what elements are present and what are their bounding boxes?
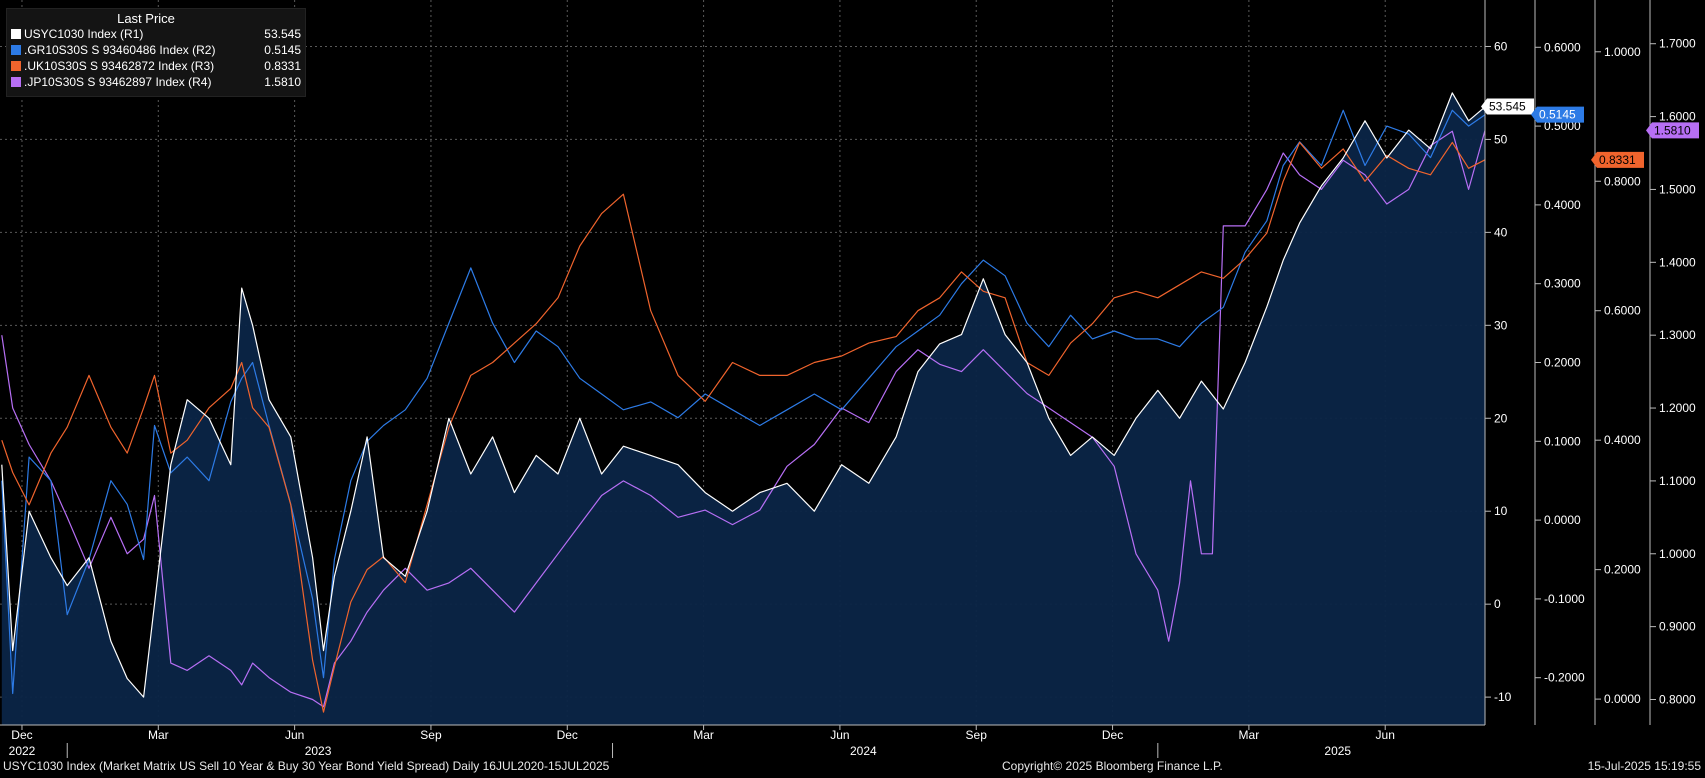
axis-tick-label-r1: 20 (1494, 411, 1508, 425)
last-value-badge-r4 (1646, 122, 1699, 139)
x-year-label: 2022 (9, 744, 36, 758)
axis-tick-label-r3: 0.8000 (1604, 174, 1641, 188)
series-line-r2 (1, 109, 1486, 695)
axis-tick-label-r1: 0 (1494, 597, 1501, 611)
x-month-label: Jun (285, 728, 304, 742)
last-value-badge-text-r4: 1.5810 (1654, 123, 1691, 137)
axis-tick-label-r3: 1.0000 (1604, 45, 1641, 59)
legend-swatch (11, 77, 21, 87)
last-value-badge-text-r3: 0.8331 (1599, 153, 1636, 167)
axis-tick-label-r1: 50 (1494, 132, 1508, 146)
x-month-label: Mar (693, 728, 714, 742)
series-line-r1 (1, 92, 1486, 698)
footer-copyright: Copyright© 2025 Bloomberg Finance L.P. (1002, 759, 1223, 773)
axis-tick-label-r1: 30 (1494, 318, 1508, 332)
last-value-badge-r1 (1481, 98, 1534, 115)
x-month-label: Mar (148, 728, 169, 742)
x-month-label: Dec (1102, 728, 1123, 742)
x-month-label: Dec (557, 728, 578, 742)
legend: Last Price USYC1030 Index (R1) 53.545 .G… (6, 8, 306, 97)
legend-header: Last Price (117, 11, 175, 26)
axis-tick-label-r1: -10 (1494, 690, 1512, 704)
axis-tick-label-r2: -0.2000 (1544, 671, 1585, 685)
x-month-label: Mar (1239, 728, 1260, 742)
axis-tick-label-r2: 0.6000 (1544, 40, 1581, 54)
series-line-r4 (1, 130, 1486, 708)
axis-tick-label-r4: 0.9000 (1659, 620, 1696, 634)
last-value-badge-r2 (1531, 106, 1584, 123)
x-month-label: Jun (1376, 728, 1395, 742)
x-month-label: Sep (966, 728, 988, 742)
legend-swatch (11, 29, 21, 39)
axis-tick-label-r4: 1.6000 (1659, 110, 1696, 124)
last-value-badge-text-r2: 0.5145 (1539, 108, 1576, 122)
axis-tick-label-r4: 1.4000 (1659, 255, 1696, 269)
x-year-label: 2023 (305, 744, 332, 758)
x-year-label: 2024 (850, 744, 877, 758)
axis-tick-label-r2: -0.1000 (1544, 592, 1585, 606)
axis-tick-label-r4: 1.0000 (1659, 547, 1696, 561)
x-month-label: Jun (830, 728, 849, 742)
axis-tick-label-r1: 60 (1494, 39, 1508, 53)
x-year-label: 2025 (1324, 744, 1351, 758)
axis-tick-label-r2: 0.4000 (1544, 198, 1581, 212)
axis-tick-label-r2: 0.2000 (1544, 356, 1581, 370)
axis-tick-label-r4: 1.1000 (1659, 474, 1696, 488)
x-month-label: Sep (420, 728, 442, 742)
axis-tick-label-r4: 1.5000 (1659, 182, 1696, 196)
footer-description: USYC1030 Index (Market Matrix US Sell 10… (3, 759, 610, 773)
x-month-label: Dec (11, 728, 32, 742)
axis-tick-label-r4: 0.8000 (1659, 692, 1696, 706)
legend-entry-r2: .GR10S30S S 93460486 Index (R2) 0.5145 (11, 42, 301, 58)
legend-swatch (11, 61, 21, 71)
legend-entry-r3: .UK10S30S S 93462872 Index (R3) 0.8331 (11, 58, 301, 74)
last-value-badge-text-r1: 53.545 (1489, 99, 1526, 113)
legend-entry-r4: .JP10S30S S 93462897 Index (R4) 1.5810 (11, 74, 301, 90)
chart-area: 6050403020100-100.60000.50000.40000.3000… (0, 0, 1699, 758)
legend-entry-r1: USYC1030 Index (R1) 53.545 (11, 26, 301, 42)
series-line-r3 (1, 141, 1486, 713)
legend-swatch (11, 45, 21, 55)
axis-tick-label-r1: 40 (1494, 225, 1508, 239)
axis-tick-label-r3: 0.2000 (1604, 563, 1641, 577)
footer-timestamp: 15-Jul-2025 15:19:55 (1587, 759, 1701, 773)
axis-tick-label-r2: 0.1000 (1544, 434, 1581, 448)
axis-tick-label-r2: 0.0000 (1544, 513, 1581, 527)
axis-tick-label-r1: 10 (1494, 504, 1508, 518)
axis-tick-label-r4: 1.7000 (1659, 37, 1696, 51)
axis-tick-label-r3: 0.6000 (1604, 304, 1641, 318)
series-area-usyc1030 (1, 92, 1485, 725)
axis-tick-label-r3: 0.0000 (1604, 692, 1641, 706)
axis-tick-label-r4: 1.2000 (1659, 401, 1696, 415)
last-value-badge-r3 (1591, 151, 1644, 168)
axis-tick-label-r3: 0.4000 (1604, 433, 1641, 447)
axis-tick-label-r4: 1.3000 (1659, 328, 1696, 342)
axis-tick-label-r2: 0.3000 (1544, 277, 1581, 291)
